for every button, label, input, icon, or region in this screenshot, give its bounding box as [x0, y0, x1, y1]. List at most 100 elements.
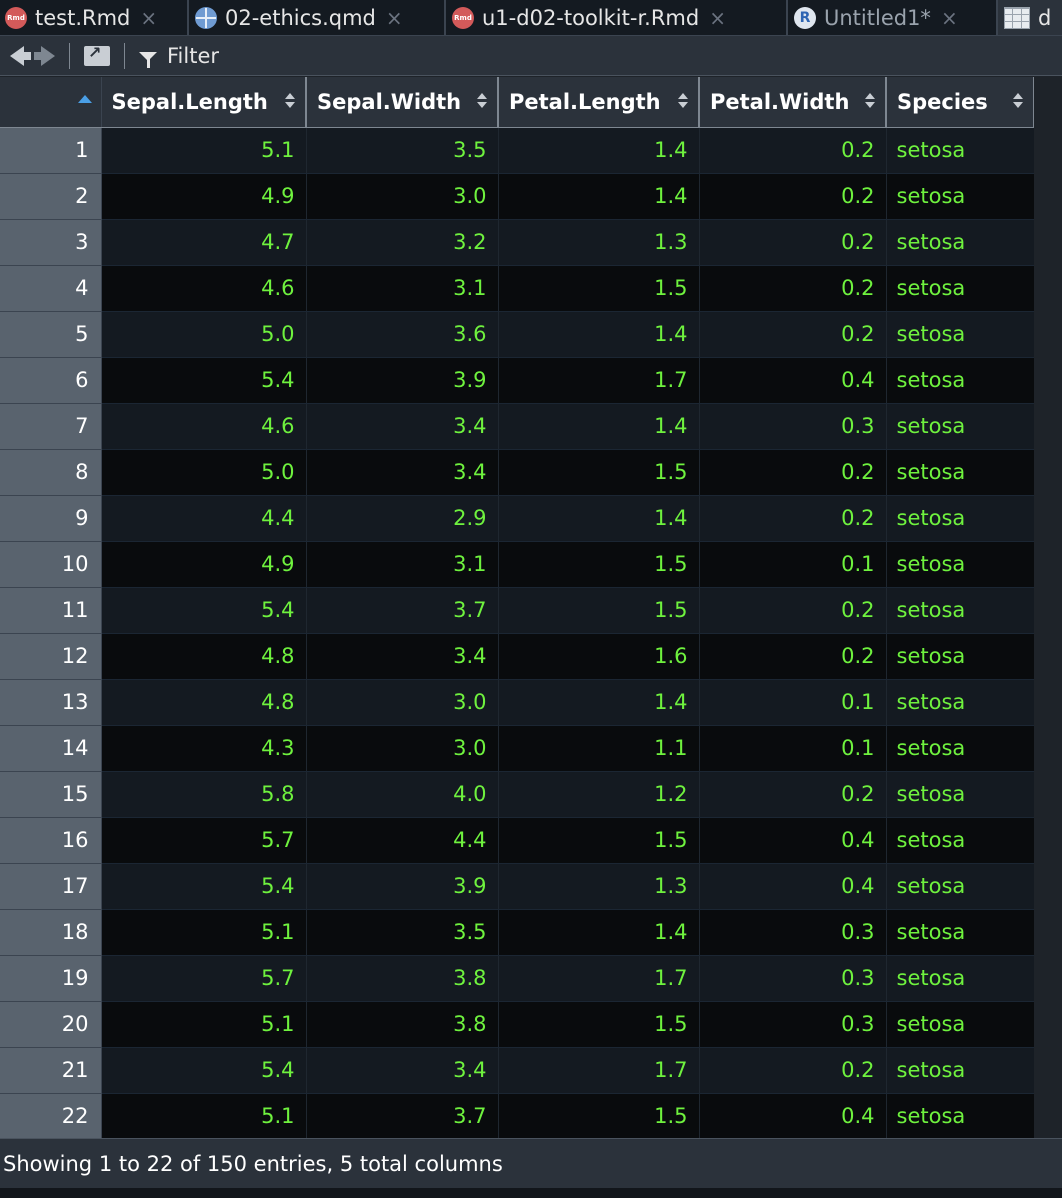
- table-cell[interactable]: 4.9: [101, 541, 307, 588]
- table-cell[interactable]: 0.3: [699, 909, 887, 956]
- table-cell[interactable]: setosa: [886, 173, 1035, 220]
- sort-toggle-icon[interactable]: [285, 91, 295, 111]
- table-row[interactable]: 9 4.4 2.9 1.4 0.2 setosa: [0, 495, 1035, 542]
- tab-02-ethics-qmd[interactable]: 02-ethics.qmd ×: [188, 0, 445, 35]
- table-cell[interactable]: 1.4: [498, 311, 700, 358]
- column-header-sepal-length[interactable]: Sepal.Length: [101, 77, 307, 128]
- table-row[interactable]: 16 5.7 4.4 1.5 0.4 setosa: [0, 817, 1035, 864]
- table-cell[interactable]: 0.2: [699, 311, 887, 358]
- table-cell[interactable]: 3.0: [306, 679, 499, 726]
- table-cell[interactable]: setosa: [886, 817, 1035, 864]
- table-cell[interactable]: 5.7: [101, 955, 307, 1002]
- table-cell[interactable]: 0.3: [699, 955, 887, 1002]
- close-icon[interactable]: ×: [385, 5, 403, 30]
- table-cell[interactable]: 5.1: [101, 127, 307, 174]
- table-cell[interactable]: 3.2: [306, 219, 499, 266]
- table-cell[interactable]: 3.9: [306, 863, 499, 910]
- sort-toggle-icon[interactable]: [865, 91, 875, 111]
- table-row[interactable]: 1 5.1 3.5 1.4 0.2 setosa: [0, 127, 1035, 174]
- table-cell[interactable]: 5.0: [101, 449, 307, 496]
- table-cell[interactable]: setosa: [886, 725, 1035, 772]
- table-row[interactable]: 8 5.0 3.4 1.5 0.2 setosa: [0, 449, 1035, 496]
- table-cell[interactable]: 1.4: [498, 403, 700, 450]
- table-row[interactable]: 2 4.9 3.0 1.4 0.2 setosa: [0, 173, 1035, 220]
- table-cell[interactable]: 0.2: [699, 219, 887, 266]
- tab-test-rmd[interactable]: Rmd test.Rmd ×: [0, 0, 188, 35]
- table-cell[interactable]: 3.8: [306, 1001, 499, 1048]
- table-cell[interactable]: 4.9: [101, 173, 307, 220]
- table-row[interactable]: 4 4.6 3.1 1.5 0.2 setosa: [0, 265, 1035, 312]
- table-cell[interactable]: 1.5: [498, 817, 700, 864]
- close-icon[interactable]: ×: [709, 5, 726, 30]
- table-cell[interactable]: 0.1: [699, 725, 887, 772]
- table-cell[interactable]: 0.2: [699, 173, 887, 220]
- table-cell[interactable]: setosa: [886, 127, 1035, 174]
- table-cell[interactable]: 4.4: [101, 495, 307, 542]
- table-cell[interactable]: setosa: [886, 495, 1035, 542]
- table-cell[interactable]: 3.4: [306, 1047, 499, 1094]
- table-cell[interactable]: 3.0: [306, 173, 499, 220]
- table-cell[interactable]: 0.1: [699, 679, 887, 726]
- table-row[interactable]: 3 4.7 3.2 1.3 0.2 setosa: [0, 219, 1035, 266]
- forward-arrow-icon[interactable]: [41, 45, 55, 66]
- table-cell[interactable]: setosa: [886, 771, 1035, 818]
- table-cell[interactable]: setosa: [886, 219, 1035, 266]
- table-cell[interactable]: setosa: [886, 311, 1035, 358]
- tab-data-viewer[interactable]: d: [997, 0, 1062, 35]
- column-header-petal-length[interactable]: Petal.Length: [498, 77, 700, 128]
- table-cell[interactable]: setosa: [886, 909, 1035, 956]
- table-cell[interactable]: 3.1: [306, 541, 499, 588]
- table-cell[interactable]: 0.2: [699, 265, 887, 312]
- popout-window-icon[interactable]: [84, 43, 110, 66]
- table-cell[interactable]: 1.3: [498, 219, 700, 266]
- table-cell[interactable]: 5.1: [101, 1001, 307, 1048]
- table-row[interactable]: 5 5.0 3.6 1.4 0.2 setosa: [0, 311, 1035, 358]
- table-row[interactable]: 18 5.1 3.5 1.4 0.3 setosa: [0, 909, 1035, 956]
- table-cell[interactable]: 5.1: [101, 1093, 307, 1138]
- table-cell[interactable]: 5.8: [101, 771, 307, 818]
- table-row[interactable]: 13 4.8 3.0 1.4 0.1 setosa: [0, 679, 1035, 726]
- vertical-scroll-area[interactable]: [1034, 77, 1062, 1138]
- tab-untitled1[interactable]: R Untitled1* ×: [787, 0, 997, 35]
- table-cell[interactable]: 3.5: [306, 909, 499, 956]
- table-cell[interactable]: 1.5: [498, 265, 700, 312]
- table-cell[interactable]: 4.6: [101, 265, 307, 312]
- table-cell[interactable]: 0.4: [699, 817, 887, 864]
- table-cell[interactable]: 3.8: [306, 955, 499, 1002]
- table-cell[interactable]: 5.4: [101, 863, 307, 910]
- table-cell[interactable]: 3.4: [306, 633, 499, 680]
- column-header-sepal-width[interactable]: Sepal.Width: [306, 77, 499, 128]
- table-cell[interactable]: 0.4: [699, 863, 887, 910]
- table-cell[interactable]: 3.4: [306, 449, 499, 496]
- sort-toggle-icon[interactable]: [477, 91, 487, 111]
- table-cell[interactable]: 1.4: [498, 679, 700, 726]
- table-row[interactable]: 6 5.4 3.9 1.7 0.4 setosa: [0, 357, 1035, 404]
- table-cell[interactable]: 4.6: [101, 403, 307, 450]
- table-cell[interactable]: 3.7: [306, 1093, 499, 1138]
- sort-toggle-icon[interactable]: [678, 91, 688, 111]
- table-row[interactable]: 14 4.3 3.0 1.1 0.1 setosa: [0, 725, 1035, 772]
- table-cell[interactable]: 1.5: [498, 1001, 700, 1048]
- table-cell[interactable]: 1.5: [498, 1093, 700, 1138]
- table-cell[interactable]: 1.5: [498, 449, 700, 496]
- table-cell[interactable]: 4.8: [101, 679, 307, 726]
- table-cell[interactable]: setosa: [886, 357, 1035, 404]
- table-cell[interactable]: setosa: [886, 403, 1035, 450]
- table-cell[interactable]: 1.2: [498, 771, 700, 818]
- table-cell[interactable]: 3.7: [306, 587, 499, 634]
- table-cell[interactable]: 4.3: [101, 725, 307, 772]
- table-cell[interactable]: setosa: [886, 679, 1035, 726]
- table-cell[interactable]: 0.2: [699, 495, 887, 542]
- table-cell[interactable]: 3.4: [306, 403, 499, 450]
- table-row[interactable]: 21 5.4 3.4 1.7 0.2 setosa: [0, 1047, 1035, 1094]
- table-cell[interactable]: 5.4: [101, 357, 307, 404]
- table-cell[interactable]: 0.2: [699, 1047, 887, 1094]
- table-cell[interactable]: 5.4: [101, 587, 307, 634]
- table-cell[interactable]: setosa: [886, 1001, 1035, 1048]
- table-cell[interactable]: 3.6: [306, 311, 499, 358]
- table-cell[interactable]: 1.4: [498, 127, 700, 174]
- table-cell[interactable]: 4.4: [306, 817, 499, 864]
- table-cell[interactable]: setosa: [886, 633, 1035, 680]
- close-icon[interactable]: ×: [940, 5, 958, 30]
- table-cell[interactable]: 3.1: [306, 265, 499, 312]
